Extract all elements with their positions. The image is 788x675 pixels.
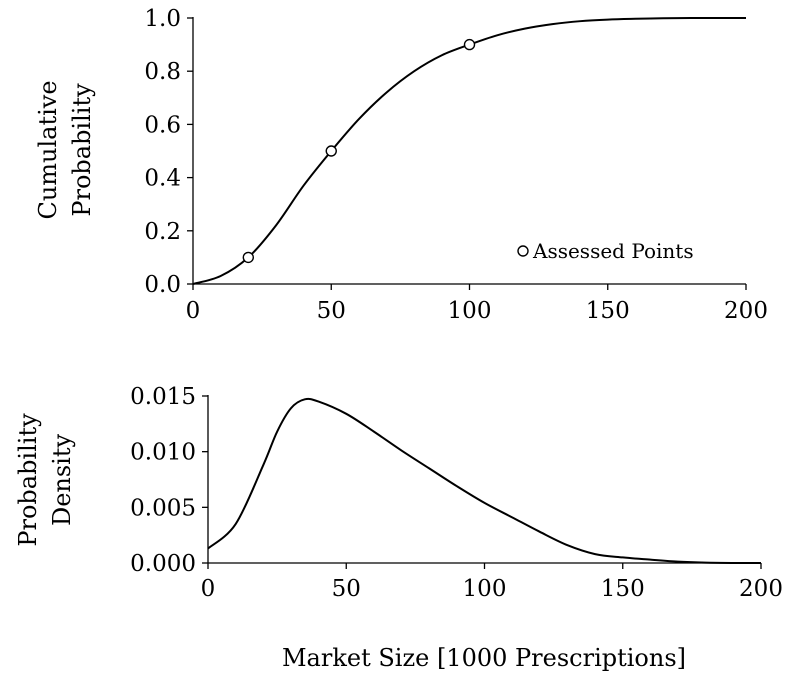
cdf-y-tick-label: 0.0 [144,272,181,298]
pdf-axes [207,395,761,564]
cdf-y-ticks: 0.0 0.2 0.4 0.6 0.8 1.0 [144,6,193,298]
pdf-y-axis-title-line-2: Density [48,434,76,527]
cdf-y-tick-label: 0.4 [144,166,181,192]
pdf-y-tick-label: 0.015 [130,384,196,410]
cdf-x-tick-label: 100 [448,298,492,324]
pdf-x-tick-label: 0 [201,576,216,602]
cdf-x-tick-label: 150 [586,298,630,324]
cdf-legend: Assessed Points [517,239,694,263]
cdf-x-tick-label: 0 [186,298,201,324]
cdf-y-axis-title-line-1: Cumulative [34,80,62,219]
cdf-x-tick-label: 200 [724,298,768,324]
legend-label: Assessed Points [532,239,694,263]
pdf-x-ticks: 0 50 100 150 200 [201,563,783,602]
pdf-curve [207,397,762,565]
pdf-x-tick-label: 100 [463,576,507,602]
pdf-x-tick-label: 150 [601,576,645,602]
pdf-y-axis-title-line-1: Probability [14,413,42,547]
cdf-y-axis-title-line-2: Probability [68,83,96,217]
cdf-y-tick-label: 1.0 [144,6,181,32]
pdf-y-tick-label: 0.005 [130,495,196,521]
pdf-y-tick-label: 0.010 [130,440,196,466]
cdf-x-ticks: 0 50 100 150 200 [186,284,768,324]
cdf-series [192,16,746,285]
cdf-x-tick-label: 50 [317,298,346,324]
pdf-x-tick-label: 200 [739,576,783,602]
assessed-point-marker [325,145,337,157]
pdf-y-ticks: 0.000 0.005 0.010 0.015 [130,384,208,577]
legend-marker [517,245,529,257]
cdf-panel: 0.0 0.2 0.4 0.6 0.8 1.0 0 50 100 150 200 Assessed… [34,6,768,324]
pdf-y-tick-label: 0.000 [130,551,196,577]
assessed-point-marker [463,38,476,51]
pdf-panel: 0.000 0.005 0.010 0.015 0 50 100 150 200 Probab… [14,384,783,672]
cdf-y-tick-label: 0.2 [144,219,181,245]
pdf-series [207,397,762,565]
cdf-y-tick-label: 0.6 [144,112,181,138]
pdf-x-axis-title: Market Size [1000 Prescriptions] [282,644,686,672]
assessed-point-marker [242,251,255,264]
cdf-y-tick-label: 0.8 [144,59,181,85]
pdf-x-tick-label: 50 [332,576,361,602]
